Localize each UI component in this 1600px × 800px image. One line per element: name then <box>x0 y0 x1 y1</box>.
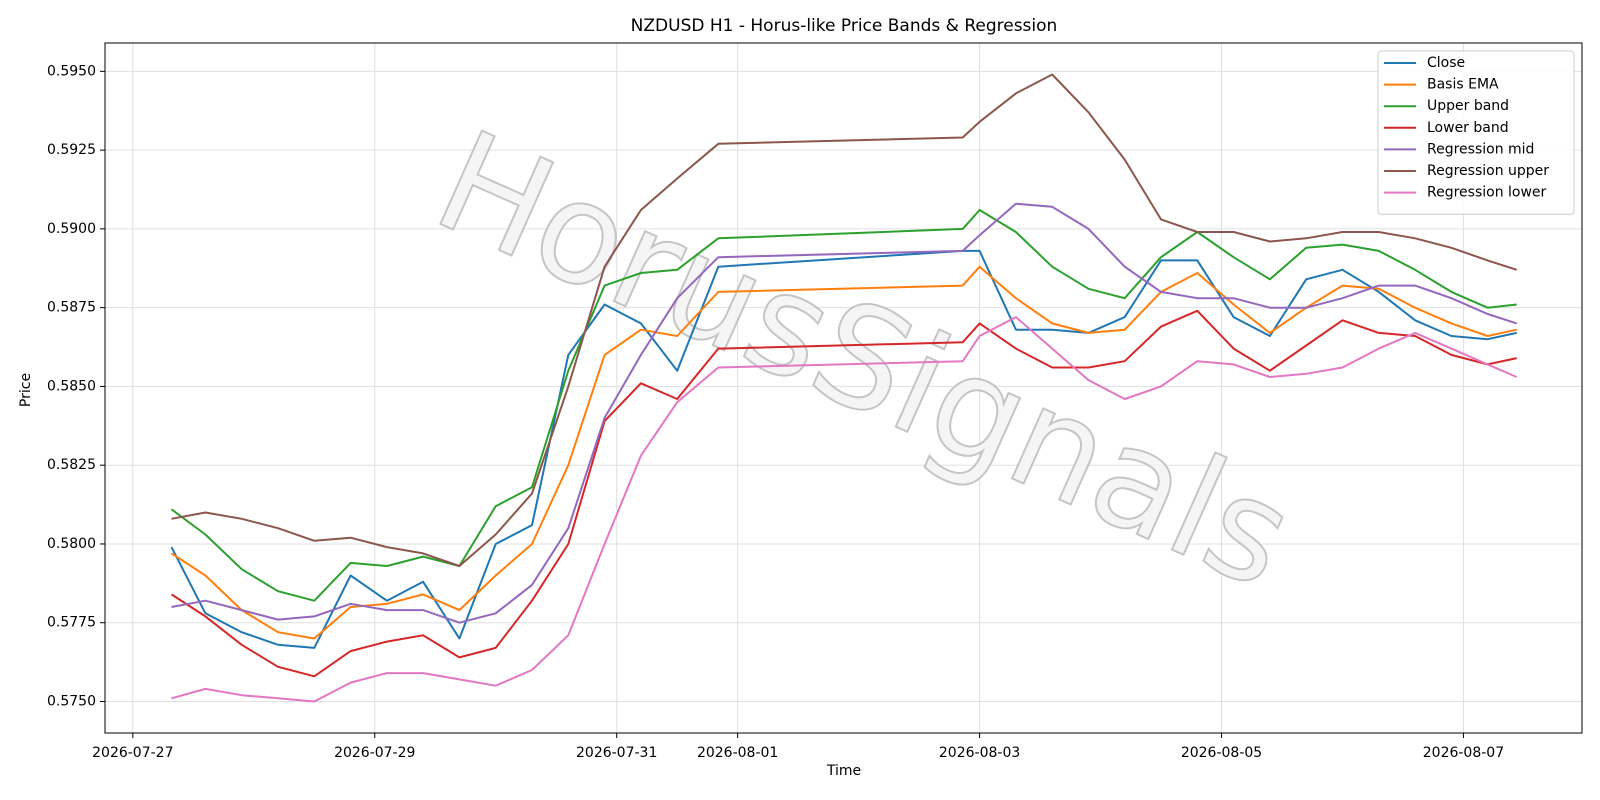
series-line <box>171 316 1518 703</box>
x-tick-label: 2026-07-31 <box>576 745 657 761</box>
y-tick-label: 0.5925 <box>47 142 96 158</box>
x-tick-label: 2026-08-05 <box>1181 745 1262 761</box>
plot-frame <box>104 42 1583 734</box>
y-tick-label: 0.5825 <box>47 457 96 473</box>
plot-layer <box>170 73 1518 703</box>
x-tick-label: 2026-07-27 <box>92 745 173 761</box>
legend-label: Regression lower <box>1427 185 1547 201</box>
series-line <box>171 73 1518 567</box>
watermark: HorusSignals <box>414 100 1315 620</box>
x-tick-label: 2026-07-29 <box>334 745 415 761</box>
y-tick-label: 0.5875 <box>47 300 96 316</box>
y-axis-label: Price <box>18 373 34 407</box>
legend: Close Basis EMA Upper band Lower band Regres… <box>1377 50 1575 215</box>
y-tick-label: 0.5900 <box>47 221 96 237</box>
x-tick-label: 2026-08-07 <box>1423 745 1504 761</box>
y-tick-label: 0.5850 <box>47 378 96 394</box>
legend-label: Regression mid <box>1427 141 1534 157</box>
legend-label: Close <box>1427 55 1465 71</box>
legend-label: Lower band <box>1427 120 1509 136</box>
y-tick-label: 0.5950 <box>47 63 96 79</box>
series-line <box>170 309 1517 678</box>
legend-label: Upper band <box>1427 98 1509 114</box>
x-axis-label: Time <box>826 763 861 779</box>
series-line <box>171 202 1518 624</box>
x-tick-label: 2026-08-01 <box>697 745 778 761</box>
y-tick-label: 0.5775 <box>47 615 96 631</box>
series-line <box>170 209 1517 602</box>
legend-box <box>1377 50 1575 215</box>
y-tick-label: 0.5800 <box>47 536 96 552</box>
chart-title: NZDUSD H1 - Horus-like Price Bands & Reg… <box>631 16 1058 36</box>
legend-label: Regression upper <box>1427 163 1549 179</box>
legend-label: Basis EMA <box>1427 77 1499 93</box>
x-tick-label: 2026-08-03 <box>939 745 1020 761</box>
y-tick-label: 0.5750 <box>47 693 96 709</box>
grid-layer <box>105 43 1582 733</box>
